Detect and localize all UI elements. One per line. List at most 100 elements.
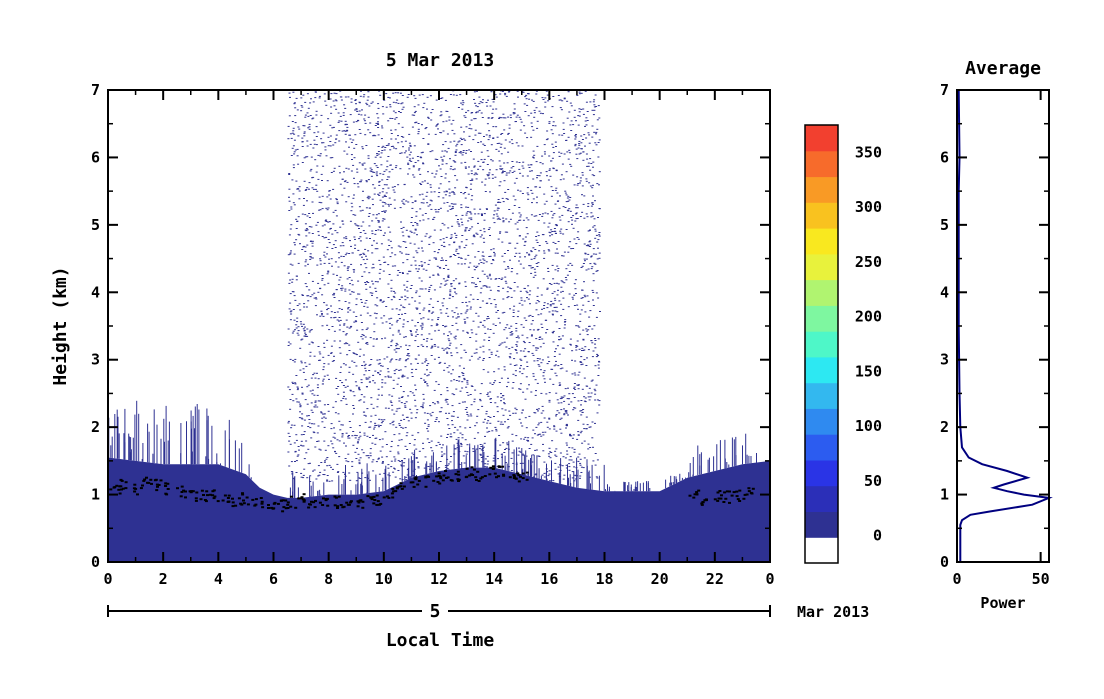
echo-speck xyxy=(437,196,440,198)
echo-speck xyxy=(587,396,590,398)
echo-speck xyxy=(415,448,418,450)
echo-speck xyxy=(354,434,357,436)
echo-speck xyxy=(393,413,396,415)
echo-speck xyxy=(591,356,594,358)
echo-speck xyxy=(540,323,543,325)
echo-speck xyxy=(579,177,582,179)
echo-speck xyxy=(552,341,555,343)
echo-speck xyxy=(382,188,385,190)
echo-speck xyxy=(328,194,331,196)
echo-speck xyxy=(421,326,424,328)
echo-speck xyxy=(562,478,565,480)
echo-speck xyxy=(337,266,340,268)
echo-speck xyxy=(464,439,467,441)
echo-speck xyxy=(583,440,586,442)
echo-speck xyxy=(447,268,450,270)
echo-speck xyxy=(562,456,565,458)
echo-speck xyxy=(295,239,298,241)
echo-speck xyxy=(589,229,591,231)
echo-speck xyxy=(367,215,370,217)
echo-speck xyxy=(490,249,493,251)
echo-speck xyxy=(471,179,474,181)
echo-speck xyxy=(440,283,443,285)
echo-speck xyxy=(475,232,478,234)
echo-speck xyxy=(483,326,486,328)
echo-speck xyxy=(289,293,292,295)
echo-speck xyxy=(334,99,337,101)
echo-speck xyxy=(288,389,291,391)
echo-speck xyxy=(308,331,311,333)
black-dot xyxy=(281,510,285,513)
echo-speck xyxy=(309,481,312,482)
echo-speck xyxy=(294,382,297,384)
echo-speck xyxy=(447,147,450,149)
echo-speck xyxy=(569,102,572,104)
echo-speck xyxy=(300,323,303,325)
echo-speck xyxy=(456,429,459,431)
echo-speck xyxy=(526,192,529,194)
echo-speck xyxy=(289,399,292,400)
echo-speck xyxy=(559,179,562,181)
echo-speck xyxy=(453,312,456,314)
echo-speck xyxy=(302,94,305,96)
echo-speck xyxy=(421,151,424,153)
echo-speck xyxy=(535,338,538,340)
echo-speck xyxy=(420,152,423,154)
echo-speck xyxy=(447,315,450,317)
echo-speck xyxy=(492,248,495,250)
echo-speck xyxy=(460,443,463,445)
echo-speck xyxy=(509,117,512,119)
echo-speck xyxy=(517,189,519,191)
echo-speck xyxy=(354,247,356,249)
y-tick-label: 3 xyxy=(91,351,100,369)
echo-speck xyxy=(574,213,577,215)
echo-speck xyxy=(307,107,310,109)
echo-speck xyxy=(358,386,361,388)
echo-speck xyxy=(344,107,347,109)
echo-speck xyxy=(421,406,424,408)
echo-speck xyxy=(456,221,459,223)
echo-speck xyxy=(376,248,379,250)
echo-speck xyxy=(320,202,323,204)
echo-speck xyxy=(502,395,505,397)
echo-speck xyxy=(493,255,496,257)
echo-speck xyxy=(518,212,521,214)
echo-speck xyxy=(465,152,467,154)
echo-speck xyxy=(399,251,402,253)
echo-speck xyxy=(303,180,306,182)
black-dot xyxy=(307,506,311,509)
echo-speck xyxy=(504,92,507,94)
echo-speck xyxy=(398,439,401,441)
echo-speck xyxy=(377,107,380,109)
echo-speck xyxy=(593,218,596,220)
echo-speck xyxy=(330,317,333,319)
echo-speck xyxy=(344,96,347,98)
echo-speck xyxy=(398,425,401,426)
echo-speck xyxy=(591,187,594,189)
black-dot xyxy=(387,496,391,499)
echo-speck xyxy=(598,208,601,210)
echo-speck xyxy=(397,123,400,125)
echo-speck xyxy=(587,244,589,246)
echo-speck xyxy=(397,451,400,453)
echo-speck xyxy=(452,415,455,417)
echo-speck xyxy=(411,368,414,370)
echo-speck xyxy=(376,154,379,156)
echo-speck xyxy=(413,145,416,147)
echo-speck xyxy=(450,456,452,457)
echo-speck xyxy=(567,387,569,389)
echo-speck xyxy=(351,206,354,208)
echo-speck xyxy=(303,198,305,199)
echo-speck xyxy=(397,329,400,331)
echo-speck xyxy=(287,432,290,434)
echo-speck xyxy=(358,162,361,164)
echo-speck xyxy=(512,373,515,375)
echo-speck xyxy=(419,288,422,290)
echo-speck xyxy=(487,229,490,230)
echo-speck xyxy=(539,162,542,164)
echo-speck xyxy=(578,153,581,155)
echo-speck xyxy=(320,412,323,414)
echo-speck xyxy=(550,300,553,302)
echo-speck xyxy=(298,128,301,130)
echo-speck xyxy=(562,297,565,299)
